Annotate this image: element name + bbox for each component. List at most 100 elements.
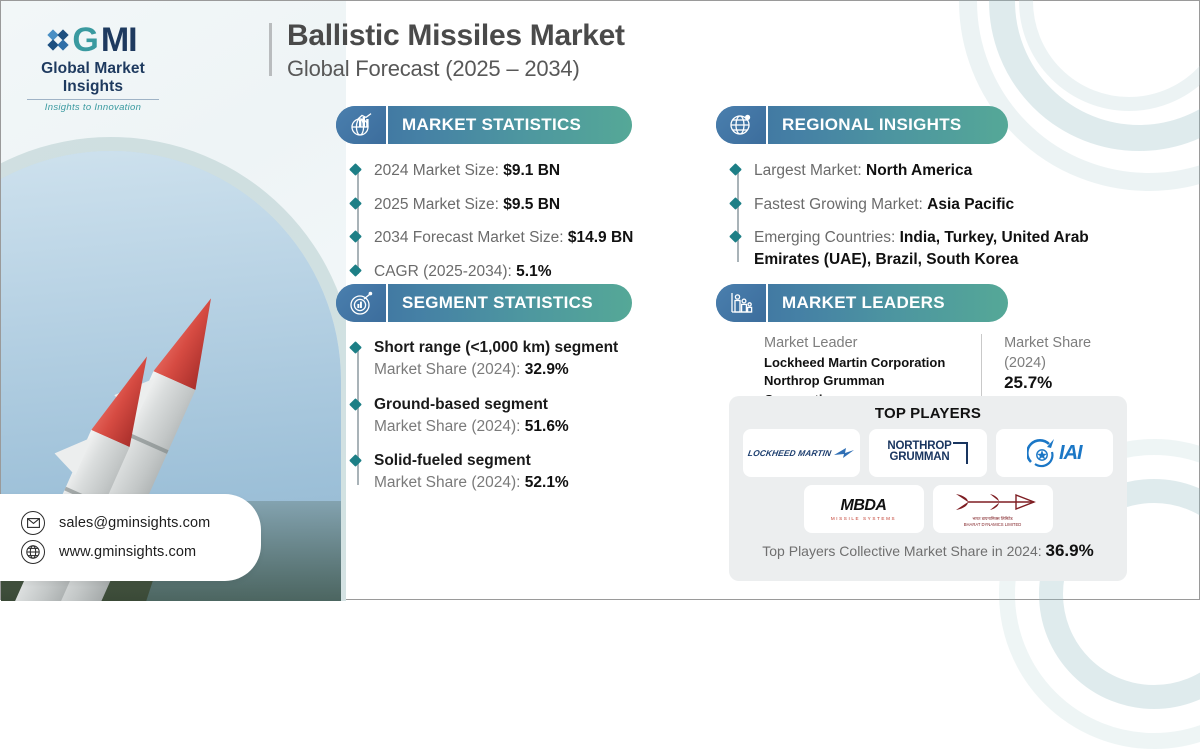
- top-players-title: TOP PLAYERS: [874, 405, 982, 422]
- diamond-bullet-icon: [349, 397, 362, 411]
- item-value: $14.9 BN: [567, 229, 634, 247]
- section-segment-statistics: SEGMENT STATISTICS Short range (<1,000 k…: [336, 284, 636, 494]
- market-share-caption: Market Share (2024): [1004, 335, 1092, 371]
- list-item: Short range (<1,000 km) segment Market S…: [349, 338, 636, 381]
- diamond-bullet-icon: [349, 230, 362, 244]
- northrop-line-2: GRUMMAN: [889, 451, 950, 464]
- lockheed-martin-wordmark: LOCKHEED MARTIN: [747, 448, 833, 458]
- list-item: Ground-based segment Market Share (2024)…: [349, 395, 636, 438]
- envelope-icon: [21, 511, 45, 535]
- section-market-statistics: MARKET STATISTICS 2024 Market Size: $9.1…: [336, 106, 636, 283]
- item-label: 2024 Market Size:: [374, 162, 504, 179]
- segment-sub-value: 51.6%: [524, 417, 569, 435]
- diamond-bullet-icon: [349, 163, 362, 176]
- list-item: 2025 Market Size: $9.5 BN: [349, 194, 636, 216]
- contact-email[interactable]: sales@gminsights.com: [59, 515, 211, 531]
- globe-icon: [21, 540, 45, 564]
- segment-sub-label: Market Share (2024):: [374, 474, 525, 492]
- logo-letters-mi: MI: [100, 21, 138, 59]
- top-players-panel: TOP PLAYERS LOCKHEED MARTIN NORTHROP GRU…: [729, 396, 1127, 581]
- regional-insights-pill: REGIONAL INSIGHTS: [716, 106, 1008, 144]
- item-value: 5.1%: [516, 263, 552, 281]
- connector-line: [357, 347, 359, 485]
- iai-logo: IAI: [995, 429, 1113, 477]
- market-statistics-list: 2024 Market Size: $9.1 BN 2025 Market Si…: [336, 160, 636, 283]
- northrop-line-1: NORTHROP: [887, 440, 952, 452]
- diamond-bullet-icon: [349, 454, 362, 468]
- connector-line: [737, 169, 739, 262]
- list-item: 2024 Market Size: $9.1 BN: [349, 160, 636, 182]
- segment-title: Short range (<1,000 km) segment: [374, 339, 619, 356]
- regional-insights-label: REGIONAL INSIGHTS: [782, 115, 962, 134]
- item-label: 2034 Forecast Market Size:: [374, 229, 568, 247]
- pie-chart-target-icon: [336, 284, 388, 322]
- item-label: Fastest Growing Market:: [754, 195, 928, 213]
- globe-chart-icon: [336, 106, 388, 144]
- list-item: Solid-fueled segment Market Share (2024)…: [349, 451, 636, 494]
- diamond-bullet-icon: [729, 196, 742, 210]
- item-value: India, Turkey, United Arab Emirates (UAE…: [754, 229, 1089, 269]
- market-statistics-label: MARKET STATISTICS: [402, 115, 582, 134]
- item-value: Asia Pacific: [927, 195, 1015, 213]
- segment-sub-label: Market Share (2024):: [374, 417, 525, 435]
- segment-title: Solid-fueled segment: [374, 452, 531, 470]
- collective-share-text: Top Players Collective Market Share in 2…: [743, 541, 1113, 561]
- list-item: Fastest Growing Market: Asia Pacific: [729, 194, 1136, 216]
- top-players-row-1: LOCKHEED MARTIN NORTHROP GRUMMAN: [743, 429, 1113, 477]
- contact-website[interactable]: www.gminsights.com: [59, 544, 197, 560]
- list-item: CAGR (2025-2034): 5.1%: [349, 261, 636, 283]
- contact-website-row[interactable]: www.gminsights.com: [21, 540, 261, 564]
- segment-sub-label: Market Share (2024):: [374, 360, 525, 378]
- segment-statistics-label: SEGMENT STATISTICS: [402, 293, 593, 312]
- contact-panel: sales@gminsights.com www.gminsights.com: [0, 494, 261, 581]
- globe-pin-icon: [716, 106, 768, 144]
- page-subtitle: Global Forecast (2025 – 2034): [287, 55, 580, 81]
- item-label: 2025 Market Size:: [374, 195, 504, 213]
- market-share-value: 25.7%: [1004, 373, 1053, 393]
- page-title: Ballistic Missiles Market: [287, 19, 625, 52]
- market-leader-caption: Market Leader: [764, 335, 858, 351]
- market-leaders-label: MARKET LEADERS: [782, 293, 945, 312]
- diamond-bullet-icon: [349, 341, 362, 354]
- market-statistics-pill: MARKET STATISTICS: [336, 106, 632, 144]
- contact-email-row[interactable]: sales@gminsights.com: [21, 511, 261, 535]
- gmi-logo: G MI Global Market Insights Insights to …: [13, 23, 173, 113]
- mbda-logo: MBDA MISSILE SYSTEMS: [803, 485, 924, 533]
- decorative-arc-top-right-3: [1019, 0, 1200, 111]
- market-leader-name: Lockheed Martin Corporation: [764, 354, 946, 370]
- item-label: Emerging Countries:: [754, 229, 900, 247]
- logo-letter-g: G: [72, 21, 98, 59]
- item-value: $9.1 BN: [503, 162, 561, 179]
- title-block: Ballistic Missiles Market Global Forecas…: [269, 19, 625, 82]
- market-leader-share-block: Market Share (2024) 25.7%: [982, 334, 1136, 393]
- logo-divider: [27, 99, 159, 100]
- regional-insights-list: Largest Market: North America Fastest Gr…: [716, 160, 1136, 271]
- diamond-bullet-icon: [349, 264, 362, 277]
- collective-share-value: 36.9%: [1045, 541, 1094, 560]
- diamond-cluster-icon: [47, 29, 70, 51]
- mbda-wordmark: MBDA: [840, 496, 887, 514]
- list-item: Largest Market: North America: [729, 160, 1136, 182]
- collective-share-label: Top Players Collective Market Share in 2…: [762, 543, 1046, 559]
- item-value: North America: [866, 162, 973, 179]
- top-players-row-2: MBDA MISSILE SYSTEMS भारत डायनामिक्स लिम…: [743, 485, 1113, 533]
- diamond-bullet-icon: [349, 196, 362, 210]
- segment-title: Ground-based segment: [374, 395, 548, 413]
- item-label: Largest Market:: [754, 162, 866, 179]
- northrop-grumman-logo: NORTHROP GRUMMAN: [869, 429, 987, 477]
- section-market-leaders: MARKET LEADERS Market Leader Lockheed Ma…: [716, 284, 1136, 411]
- bharat-dynamics-line-2: BHARAT DYNAMICS LIMITED: [963, 522, 1022, 527]
- bharat-dynamics-logo: भारत डायनामिक्स लिमिटेड BHARAT DYNAMICS …: [932, 485, 1053, 533]
- list-item: 2034 Forecast Market Size: $14.9 BN: [349, 227, 636, 249]
- iai-wordmark: IAI: [1059, 441, 1083, 464]
- lockheed-martin-logo: LOCKHEED MARTIN: [743, 429, 861, 477]
- list-item: Emerging Countries: India, Turkey, Unite…: [729, 227, 1136, 270]
- diamond-bullet-icon: [729, 230, 742, 244]
- connector-line: [357, 169, 359, 274]
- segment-sub-value: 32.9%: [524, 360, 569, 378]
- section-regional-insights: REGIONAL INSIGHTS Largest Market: North …: [716, 106, 1136, 271]
- mbda-tagline: MISSILE SYSTEMS: [830, 515, 897, 521]
- segment-statistics-pill: SEGMENT STATISTICS: [336, 284, 632, 322]
- podium-leaders-icon: [716, 284, 768, 322]
- diamond-bullet-icon: [729, 163, 742, 176]
